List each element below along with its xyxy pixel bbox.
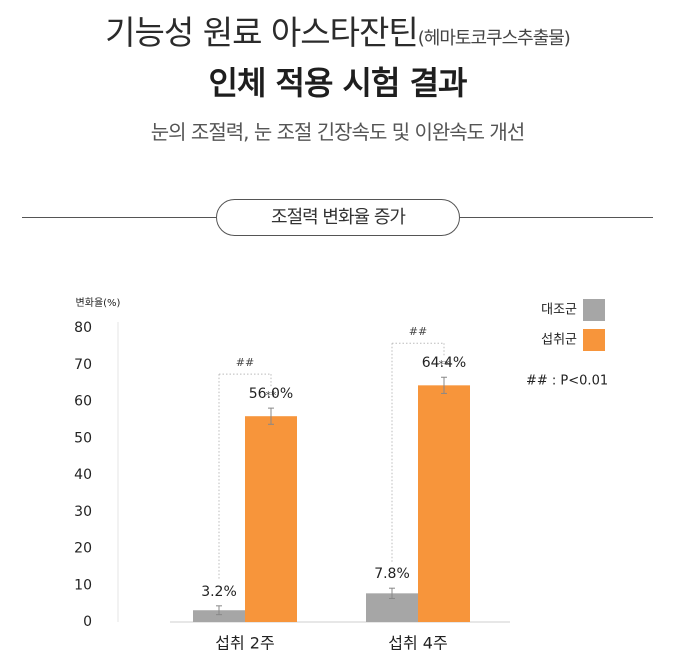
section-label: 조절력 변화율 증가 [216,199,460,236]
bar [245,416,297,622]
data-label: 64.4% [422,355,466,371]
x-tick-label: 섭취 4주 [388,634,447,653]
divider-right [460,217,653,218]
significance-mark-between: ## [236,356,254,369]
subtitle: 눈의 조절력, 눈 조절 긴장속도 및 이완속도 개선 [150,120,525,144]
bar [193,610,245,622]
y-axis-label: 변화율(%) [76,297,121,309]
y-tick-label: 70 [74,357,92,373]
y-tick-label: 60 [74,394,92,410]
data-label: 7.8% [374,566,410,582]
divider-left [22,217,216,218]
y-tick-label: 10 [74,577,92,593]
significance-mark: ** [266,389,278,402]
legend-swatch [583,299,605,321]
significance-mark-between: ## [409,325,427,338]
significance-mark: ** [439,358,451,371]
main-title: 기능성 원료 아스타잔틴(헤마토코쿠스추출물) [0,6,675,54]
legend-swatch [583,329,605,351]
data-label: 56.0% [249,386,293,402]
legend-label: 섭취군 [541,333,577,348]
x-tick-label: 섭취 2주 [215,634,274,653]
title-main: 기능성 원료 아스타잔틴 [105,13,419,52]
y-tick-label: 30 [74,504,92,520]
bar [418,385,470,622]
y-tick-label: 40 [74,467,92,483]
data-label: 3.2% [201,584,237,600]
title-sub: 인체 적용 시험 결과 [208,64,468,102]
y-tick-label: 0 [83,614,92,630]
legend-label: 대조군 [541,303,577,318]
significance-note: ## : P<0.01 [526,374,608,389]
y-tick-label: 80 [74,320,92,336]
y-tick-label: 20 [74,541,92,557]
title-paren: (헤마토코쿠스추출물) [417,28,571,49]
y-tick-label: 50 [74,430,92,446]
